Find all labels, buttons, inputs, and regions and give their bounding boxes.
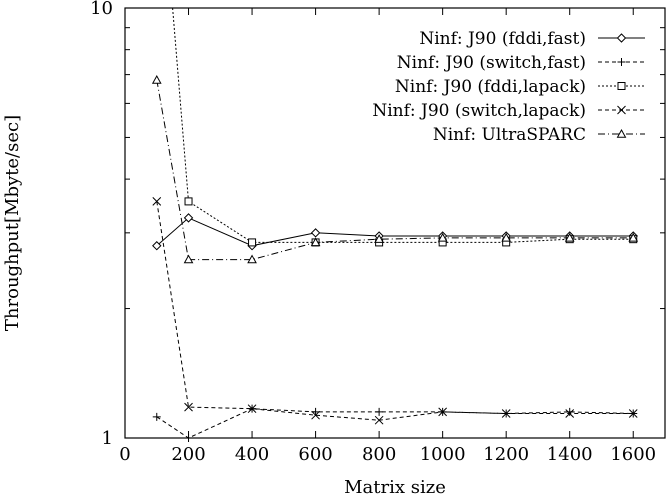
data-point [184,402,193,412]
data-point [247,254,257,264]
data-point [183,254,194,264]
y-axis-label: Throughput[Mbyte/sec] [2,115,23,331]
data-point [501,232,512,242]
legend-entry: Ninf: UltraSPARC [433,125,645,145]
data-point [375,407,384,416]
data-point [152,241,162,251]
data-point [151,74,162,84]
series-0 [152,213,638,251]
data-point [310,228,321,238]
x-tick-label: 1400 [547,444,593,465]
legend-entry: Ninf: J90 (fddi,lapack) [395,77,645,97]
x-tick-label: 1000 [420,444,466,465]
legend-marker [616,33,627,43]
data-point [564,232,575,242]
data-point [183,213,194,223]
legend-label: Ninf: J90 (fddi,fast) [419,29,586,49]
data-point [565,407,574,416]
data-point [152,197,162,206]
x-axis-label: Matrix size [344,477,446,495]
series-line [156,201,634,421]
x-tick-label: 1200 [483,444,529,465]
x-tick-label: 1600 [610,444,656,465]
data-point [628,409,638,418]
legend: Ninf: J90 (fddi,fast) Ninf: J90 (switch,f… [372,29,645,145]
data-point [501,409,511,418]
legend-entry: Ninf: J90 (switch,lapack) [372,101,645,121]
plot-axes: 0 200 400 600 800 1000 1200 1400 1600 1 10 [90,0,666,465]
x-tick-label: 200 [171,444,205,465]
data-point [184,434,193,442]
x-tick-label: 400 [235,444,269,465]
legend-marker [617,105,626,115]
legend-label: Ninf: J90 (fddi,lapack) [395,77,586,97]
legend-label: Ninf: J90 (switch,fast) [397,53,586,73]
data-point [311,410,320,420]
data-point [437,232,448,242]
data-point [248,238,257,247]
data-point [374,415,384,425]
series-3 [152,197,638,425]
legend-marker [617,82,626,90]
data-point [310,237,321,247]
legend-entry: Ninf: J90 (switch,fast) [397,53,645,73]
data-point [628,232,639,242]
legend-label: Ninf: UltraSPARC [433,125,586,145]
series-1 [152,404,638,442]
legend-marker [617,58,626,66]
legend-marker [616,128,627,138]
legend-label: Ninf: J90 (switch,lapack) [372,101,586,121]
data-point [184,197,193,206]
x-tick-label: 0 [119,444,130,465]
data-point [374,234,384,243]
x-tick-label: 600 [298,444,332,465]
plot-frame [124,7,666,439]
y-tick-label: 1 [102,428,113,449]
x-tick-label: 800 [362,444,396,465]
series-line [156,217,634,247]
data-point [565,409,575,418]
data-point [438,407,448,417]
series-4 [151,74,639,264]
data-point [152,412,161,421]
legend-entry: Ninf: J90 (fddi,fast) [419,29,645,49]
y-tick-label: 10 [90,0,113,19]
series-layer [151,7,639,442]
data-point [247,404,257,414]
